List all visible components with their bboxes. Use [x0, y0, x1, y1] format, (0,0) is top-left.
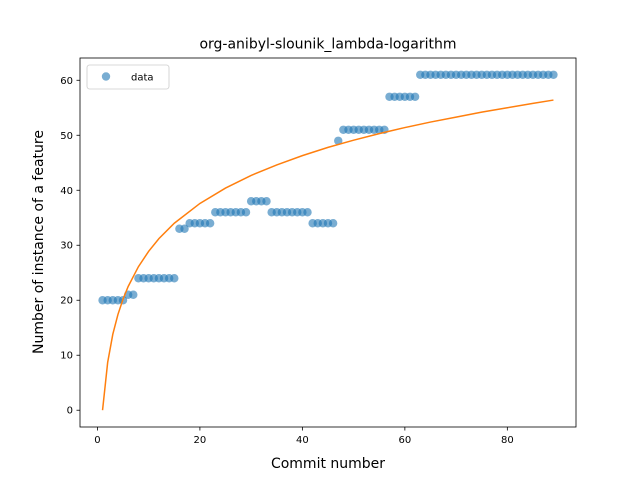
data-point	[170, 274, 179, 283]
y-tick-label: 60	[60, 76, 73, 87]
y-tick-label: 0	[67, 406, 73, 417]
data-point	[549, 70, 558, 79]
legend-marker	[101, 72, 111, 81]
fit-line	[101, 99, 554, 411]
chart-title: org-anibyl-slounik_lambda-logarithm	[199, 37, 456, 53]
x-axis-label: Commit number	[271, 456, 385, 472]
y-tick-label: 40	[60, 186, 73, 197]
data-point	[303, 208, 312, 217]
y-tick-label: 30	[60, 241, 73, 252]
x-tick-label: 60	[398, 435, 411, 446]
data-point	[328, 219, 338, 228]
x-tick-label: 80	[501, 435, 514, 446]
y-tick-label: 20	[60, 296, 73, 307]
data-point	[241, 208, 251, 217]
x-tick-label: 20	[194, 435, 207, 446]
legend-label: data	[131, 73, 154, 84]
data-point	[334, 136, 343, 145]
data-point	[180, 224, 189, 233]
data-point	[205, 219, 215, 228]
plot-background	[80, 58, 576, 427]
series-layer	[98, 70, 558, 411]
y-tick-label: 10	[60, 351, 73, 362]
plot-area	[79, 57, 577, 428]
x-tick-label: 0	[94, 435, 100, 446]
data-point	[129, 290, 138, 299]
y-axis-label: Number of instance of a feature	[31, 130, 47, 354]
plot-frame	[79, 57, 577, 428]
legend-box	[86, 64, 170, 90]
y-tick-label: 50	[60, 131, 73, 142]
x-axis: 0 20 40 60 80	[94, 427, 514, 446]
data-point	[410, 92, 420, 101]
x-tick-label: 40	[296, 435, 309, 446]
legend: data	[86, 64, 170, 90]
y-axis: 0 10 20 30 40 50 60	[60, 76, 80, 417]
data-point	[262, 197, 271, 206]
